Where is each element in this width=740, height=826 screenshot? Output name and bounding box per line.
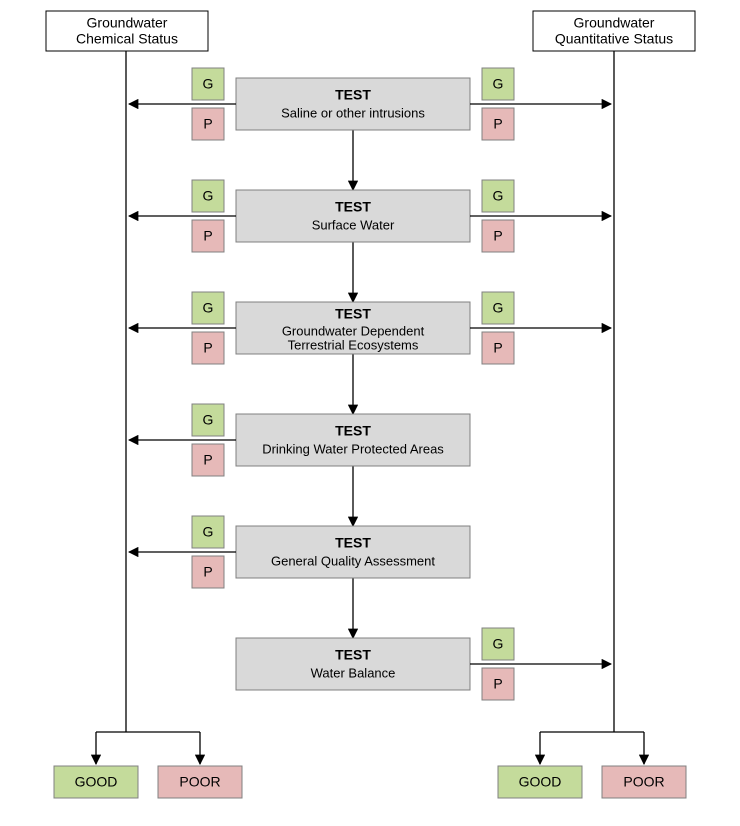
svg-text:Water Balance: Water Balance	[311, 665, 396, 680]
svg-text:P: P	[493, 228, 502, 244]
svg-text:Chemical Status: Chemical Status	[76, 31, 178, 47]
result-left-poor: POOR	[158, 766, 242, 798]
test-5: TEST Water Balance	[236, 638, 470, 690]
p-left-4: P	[192, 556, 224, 588]
svg-text:P: P	[203, 564, 212, 580]
svg-text:Groundwater: Groundwater	[574, 15, 655, 31]
svg-text:P: P	[203, 116, 212, 132]
svg-text:TEST: TEST	[335, 199, 371, 215]
svg-text:Drinking Water Protected Areas: Drinking Water Protected Areas	[262, 441, 444, 456]
result-left-good: GOOD	[54, 766, 138, 798]
test-3: TEST Drinking Water Protected Areas	[236, 414, 470, 466]
svg-text:POOR: POOR	[623, 774, 664, 790]
svg-text:P: P	[493, 116, 502, 132]
svg-text:Terrestrial Ecosystems: Terrestrial Ecosystems	[288, 337, 419, 352]
p-right-0: P	[482, 108, 514, 140]
test-4: TEST General Quality Assessment	[236, 526, 470, 578]
svg-text:P: P	[493, 340, 502, 356]
g-left-2: G	[192, 292, 224, 324]
result-right-poor: POOR	[602, 766, 686, 798]
header-right: GroundwaterQuantitative Status	[533, 11, 695, 51]
p-left-1: P	[192, 220, 224, 252]
p-right-2: P	[482, 332, 514, 364]
g-right-2: G	[482, 292, 514, 324]
p-right-5: P	[482, 668, 514, 700]
test-0: TEST Saline or other intrusions	[236, 78, 470, 130]
g-left-1: G	[192, 180, 224, 212]
test-1: TEST Surface Water	[236, 190, 470, 242]
svg-text:TEST: TEST	[335, 535, 371, 551]
svg-text:G: G	[203, 524, 214, 540]
svg-text:TEST: TEST	[335, 87, 371, 103]
svg-text:TEST: TEST	[335, 423, 371, 439]
p-left-0: P	[192, 108, 224, 140]
svg-text:G: G	[203, 76, 214, 92]
svg-text:POOR: POOR	[179, 774, 220, 790]
svg-text:GOOD: GOOD	[519, 774, 562, 790]
svg-text:Quantitative Status: Quantitative Status	[555, 31, 673, 47]
g-left-4: G	[192, 516, 224, 548]
svg-text:G: G	[203, 300, 214, 316]
svg-text:P: P	[203, 340, 212, 356]
g-right-0: G	[482, 68, 514, 100]
p-left-3: P	[192, 444, 224, 476]
svg-text:GOOD: GOOD	[75, 774, 118, 790]
test-2: TESTGroundwater DependentTerrestrial Eco…	[236, 302, 470, 354]
svg-text:G: G	[493, 76, 504, 92]
svg-text:Groundwater Dependent: Groundwater Dependent	[282, 323, 425, 338]
g-right-1: G	[482, 180, 514, 212]
svg-text:G: G	[493, 300, 504, 316]
p-right-1: P	[482, 220, 514, 252]
svg-text:General Quality Assessment: General Quality Assessment	[271, 553, 435, 568]
g-left-0: G	[192, 68, 224, 100]
g-left-3: G	[192, 404, 224, 436]
result-right-good: GOOD	[498, 766, 582, 798]
svg-text:Surface Water: Surface Water	[312, 217, 395, 232]
svg-text:P: P	[203, 452, 212, 468]
p-left-2: P	[192, 332, 224, 364]
svg-text:P: P	[203, 228, 212, 244]
svg-text:G: G	[493, 636, 504, 652]
svg-text:Saline or other intrusions: Saline or other intrusions	[281, 105, 425, 120]
header-left: GroundwaterChemical Status	[46, 11, 208, 51]
svg-text:G: G	[493, 188, 504, 204]
svg-text:Groundwater: Groundwater	[87, 15, 168, 31]
g-right-5: G	[482, 628, 514, 660]
svg-text:TEST: TEST	[335, 647, 371, 663]
svg-text:G: G	[203, 412, 214, 428]
svg-text:P: P	[493, 676, 502, 692]
svg-text:TEST: TEST	[335, 306, 371, 322]
svg-text:G: G	[203, 188, 214, 204]
